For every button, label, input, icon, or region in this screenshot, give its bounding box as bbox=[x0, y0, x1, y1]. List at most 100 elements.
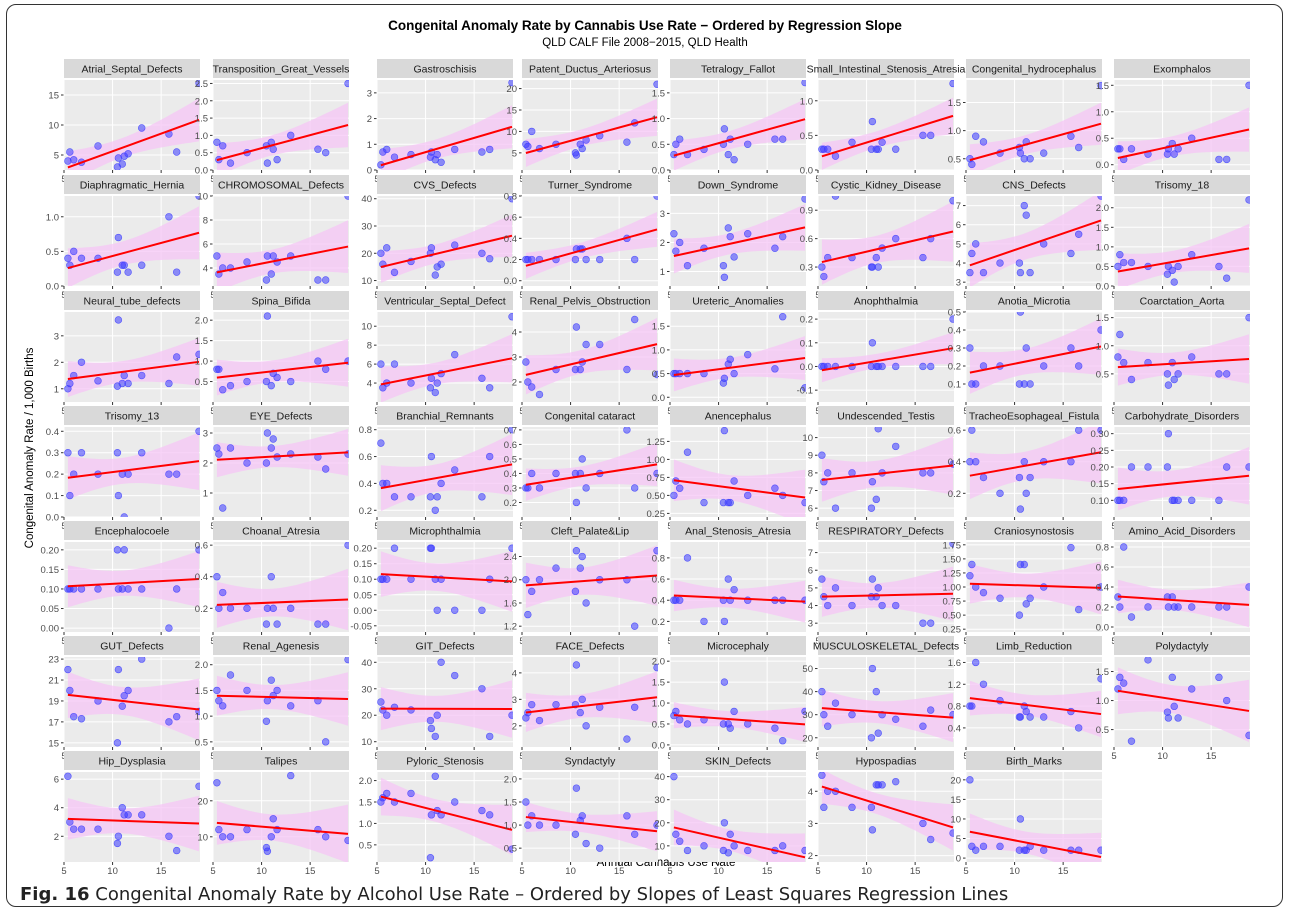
regression-line bbox=[67, 578, 200, 588]
data-point bbox=[1074, 230, 1083, 238]
data-point bbox=[508, 845, 513, 853]
y-tick-label: 0.5 bbox=[1096, 725, 1109, 736]
data-point bbox=[118, 160, 126, 168]
panel-title: Carbohydrate_Disorders bbox=[1125, 411, 1239, 423]
data-point bbox=[407, 706, 415, 714]
regression-line bbox=[969, 219, 1102, 267]
y-tick-label: 2.0 bbox=[1096, 203, 1109, 214]
panel-title: Congenital cataract bbox=[545, 411, 636, 423]
data-point bbox=[949, 80, 954, 88]
y-tick-label: 1.5 bbox=[359, 798, 372, 809]
regression-line bbox=[216, 821, 349, 835]
panel-strip bbox=[966, 521, 1102, 540]
panel-title: Talipes bbox=[265, 756, 298, 768]
data-point bbox=[267, 573, 275, 581]
y-tick-label: 1.5 bbox=[1096, 667, 1109, 678]
data-point bbox=[724, 224, 732, 232]
data-point bbox=[213, 779, 221, 787]
y-tick-label: 10 bbox=[361, 322, 372, 333]
panel-plot-area bbox=[818, 664, 954, 743]
data-point bbox=[535, 484, 544, 492]
data-point bbox=[630, 703, 639, 711]
y-tick-label: 0.10 bbox=[41, 584, 60, 595]
data-point bbox=[64, 772, 72, 780]
data-point bbox=[219, 702, 227, 710]
data-point bbox=[623, 138, 631, 146]
y-tick-label: 0.0 bbox=[800, 166, 813, 177]
x-tick-label: 10 bbox=[256, 866, 267, 877]
data-point bbox=[114, 665, 123, 674]
x-tick-label: 5 bbox=[519, 866, 524, 877]
y-tick-label: 2 bbox=[367, 114, 372, 125]
data-point bbox=[1116, 145, 1124, 153]
data-point bbox=[949, 542, 954, 548]
panel-strip bbox=[213, 175, 349, 194]
y-tick-label: 0.8 bbox=[652, 553, 665, 564]
data-point bbox=[485, 384, 494, 392]
data-point bbox=[653, 370, 658, 379]
data-point bbox=[848, 138, 856, 147]
data-point bbox=[243, 686, 251, 695]
confidence-band bbox=[380, 433, 512, 512]
data-point bbox=[195, 782, 200, 790]
data-point bbox=[818, 575, 826, 583]
y-tick-label: 0.20 bbox=[1091, 463, 1110, 474]
regression-line bbox=[821, 114, 954, 158]
data-point bbox=[919, 619, 927, 627]
data-point bbox=[726, 830, 734, 839]
data-point bbox=[451, 606, 459, 614]
panel-plot-area bbox=[377, 196, 513, 283]
regression-line bbox=[67, 817, 200, 825]
panel-title: Syndactyly bbox=[565, 756, 617, 768]
data-point bbox=[1074, 724, 1083, 732]
y-tick-label: 0.5 bbox=[1096, 369, 1109, 380]
data-point bbox=[70, 825, 78, 833]
confidence-band bbox=[216, 568, 348, 631]
y-tick-label: 20 bbox=[197, 796, 208, 807]
data-point bbox=[269, 435, 277, 443]
y-tick-label: 5 bbox=[54, 151, 59, 162]
data-point bbox=[1168, 266, 1176, 275]
y-tick-label: 1.00 bbox=[943, 583, 962, 594]
data-point bbox=[653, 80, 658, 88]
regression-line bbox=[380, 795, 513, 831]
panel-strip bbox=[377, 291, 513, 310]
data-point bbox=[124, 268, 132, 276]
data-point bbox=[878, 601, 886, 610]
data-point bbox=[431, 506, 439, 514]
data-point bbox=[226, 381, 235, 390]
data-point bbox=[528, 127, 536, 136]
panel-strip bbox=[522, 521, 658, 540]
data-point bbox=[670, 230, 678, 238]
data-point bbox=[867, 504, 876, 512]
data-point bbox=[724, 575, 732, 583]
data-point bbox=[1164, 429, 1173, 438]
panel-title: FACE_Defects bbox=[556, 641, 625, 653]
data-point bbox=[407, 493, 415, 501]
data-point bbox=[138, 124, 146, 132]
data-point bbox=[124, 811, 132, 819]
data-point bbox=[433, 379, 441, 387]
panel-plot-area bbox=[64, 772, 200, 855]
data-point bbox=[485, 732, 494, 741]
data-point bbox=[451, 350, 459, 359]
data-point bbox=[437, 158, 445, 166]
data-point bbox=[726, 232, 734, 241]
data-point bbox=[427, 374, 436, 383]
y-tick-label: 0.6 bbox=[504, 213, 517, 224]
panel-plot-area bbox=[64, 427, 200, 517]
data-point bbox=[1120, 358, 1128, 367]
data-point bbox=[451, 145, 459, 154]
panel: SKIN_Defects 10 20 30 40 5 10 15 bbox=[654, 751, 806, 877]
data-point bbox=[1067, 344, 1075, 352]
data-point bbox=[582, 484, 590, 492]
data-point bbox=[596, 844, 604, 852]
panel-plot-area bbox=[377, 80, 513, 170]
y-tick-label: 0.6 bbox=[652, 575, 665, 586]
data-point bbox=[672, 247, 680, 255]
y-tick-label: -0.05 bbox=[350, 621, 372, 632]
data-point bbox=[868, 339, 877, 347]
